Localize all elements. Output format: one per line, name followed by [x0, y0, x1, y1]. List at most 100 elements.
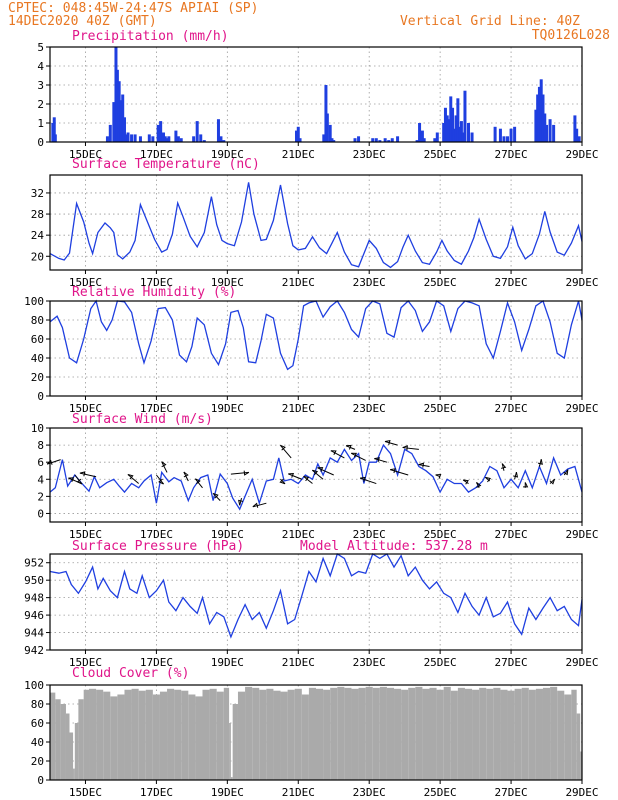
precip-bar [119, 100, 123, 142]
y-tick-label: 4 [37, 60, 44, 73]
wind-arrow [390, 469, 409, 476]
cloud-column [60, 704, 66, 780]
wind-arrowhead [463, 479, 469, 485]
precip-bar [458, 126, 462, 142]
precip-bar [390, 138, 394, 142]
cloud-column [159, 691, 168, 780]
precip-bar [396, 136, 400, 142]
temp-panel: 20 24 28 32 15DEC 17DEC 19DEC 21DEC 23DEC 25DEC 27… [31, 157, 599, 289]
y-tick-label: 2 [37, 490, 44, 503]
cloud-column [103, 691, 111, 780]
run-label: 14DEC2020 40Z (GMT) [8, 14, 157, 29]
wind-arrowhead [513, 471, 519, 478]
cloud-column [280, 691, 288, 780]
pressure-panel: 942 944 946 948 950 952 15DEC 17DEC 19DEC 21DEC 23… [24, 539, 598, 669]
cloud-column [514, 688, 522, 780]
x-tick-label: 19DEC [211, 276, 244, 289]
precip-bar [451, 107, 455, 142]
wind-arrowhead [303, 475, 310, 482]
y-tick-label: 100 [24, 679, 44, 692]
x-tick-label: 25DEC [424, 148, 457, 161]
x-tick-label: 23DEC [353, 786, 386, 799]
wind-frame [49, 427, 583, 523]
x-tick-label: 25DEC [424, 528, 457, 541]
cloud-column [73, 768, 75, 780]
precip-bar [353, 138, 357, 142]
header: CPTEC: 048:45W-24:47S APIAI (SP) 14DEC20… [8, 1, 610, 43]
precip-bar [192, 136, 196, 142]
wind-arrow [501, 463, 505, 471]
wind-arrowhead [537, 459, 543, 465]
cloud-column [464, 688, 473, 780]
y-tick-label: 3 [37, 79, 44, 92]
x-tick-label: 15DEC [69, 148, 102, 161]
y-tick-label: 0 [37, 774, 44, 787]
precip-bar [124, 134, 128, 142]
wind-arrow [68, 477, 83, 485]
precip-bar [493, 126, 497, 142]
precip-bar [573, 115, 577, 142]
y-tick-label: 80 [31, 698, 44, 711]
cloud-column [486, 688, 494, 780]
cloud-column [493, 687, 501, 780]
cloud-column [557, 690, 565, 780]
y-tick-label: 0 [37, 507, 44, 520]
precip-bar [548, 119, 552, 142]
y-tick-label: 60 [31, 717, 44, 730]
y-tick-label: 0 [37, 136, 44, 149]
cloud-column [422, 688, 430, 780]
precip-bar [174, 130, 178, 142]
precip-bar [126, 132, 130, 142]
x-tick-label: 17DEC [140, 402, 173, 415]
wind-arrowhead [390, 468, 396, 474]
wind-arrow [212, 493, 221, 501]
cloud-column [316, 688, 324, 780]
wind-arrowhead [127, 474, 134, 480]
x-tick-label: 29DEC [565, 786, 598, 799]
cloud-column [323, 689, 331, 780]
precip-bar [219, 136, 223, 142]
precip-bar [53, 134, 57, 142]
precip-bar [167, 136, 171, 142]
precip-bar [433, 138, 437, 142]
precip-bar [418, 123, 422, 142]
cloud-column [479, 687, 487, 780]
precip-bar [108, 124, 112, 142]
y-tick-label: 952 [24, 557, 44, 570]
pressure-frame [49, 553, 583, 651]
station-label: CPTEC: 048:45W-24:47S APIAI (SP) [8, 1, 258, 16]
model-altitude-label: Model Altitude: 537.28 m [300, 539, 488, 554]
wind-arrowhead [280, 444, 286, 451]
y-tick-label: 32 [31, 187, 44, 200]
cloud-column [69, 732, 74, 780]
cloud-column [89, 688, 97, 780]
x-tick-label: 27DEC [495, 528, 528, 541]
precip-bar [502, 136, 506, 142]
y-tick-label: 20 [31, 371, 44, 384]
cloud-column [287, 689, 295, 780]
cloud-column [294, 688, 302, 780]
rh-series-line [49, 299, 583, 371]
precip-bar [383, 138, 387, 142]
y-tick-label: 0 [37, 390, 44, 403]
x-tick-label: 25DEC [424, 656, 457, 669]
cloud-column [145, 689, 153, 780]
precip-bar [112, 102, 116, 142]
precip-bar [422, 138, 426, 142]
precip-bar [176, 136, 180, 142]
x-tick-label: 29DEC [565, 402, 598, 415]
precip-bar [151, 136, 155, 142]
wind-arrowhead [288, 472, 295, 478]
y-tick-label: 1 [37, 117, 44, 130]
cloud-column [237, 691, 246, 780]
precip-bar [105, 136, 109, 142]
cloud-column [152, 694, 160, 780]
precip-bar [541, 94, 545, 142]
y-tick-label: 2 [37, 98, 44, 111]
cloud-column [188, 694, 196, 780]
y-tick-label: 60 [31, 333, 44, 346]
wind-arrow [46, 459, 61, 465]
cloud-column [436, 689, 444, 780]
wind-arrowhead [402, 445, 408, 451]
cloud-column [308, 687, 316, 780]
